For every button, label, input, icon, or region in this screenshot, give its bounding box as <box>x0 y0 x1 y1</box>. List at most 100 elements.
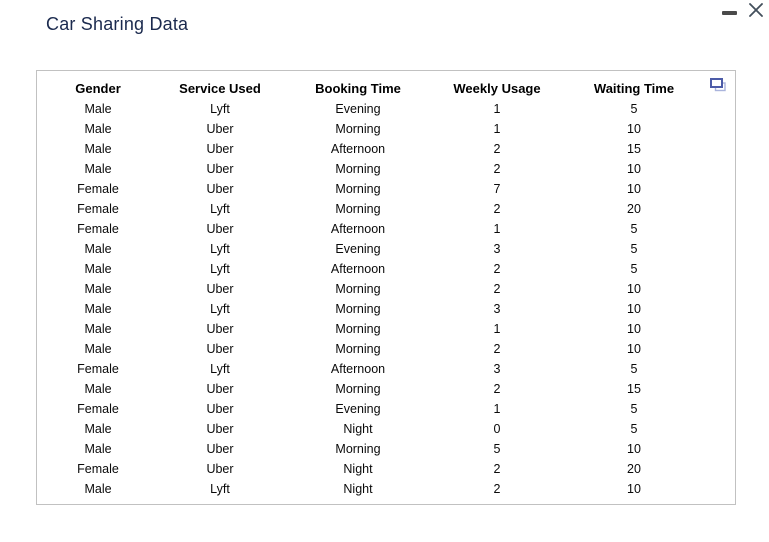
table-cell: Morning <box>335 442 381 456</box>
table-cell-spacer <box>709 339 735 359</box>
table-row: Male Uber Morning 2 10 <box>37 339 735 359</box>
table-cell: 5 <box>630 422 638 436</box>
table-cell-spacer <box>709 119 735 139</box>
table-row: Male Uber Morning 1 10 <box>37 119 735 139</box>
table-cell-spacer <box>709 359 735 379</box>
table-cell: 0 <box>493 422 501 436</box>
table-cell: Male <box>84 142 112 156</box>
copy-table-button[interactable] <box>710 78 726 92</box>
table-cell: 15 <box>627 382 641 396</box>
table-cell-spacer <box>709 99 735 119</box>
table-cell: Evening <box>335 402 381 416</box>
table-cell: Uber <box>206 122 234 136</box>
table-cell: Night <box>343 462 373 476</box>
table-cell-spacer <box>709 159 735 179</box>
minimize-icon <box>722 11 737 15</box>
table-cell: Lyft <box>210 482 230 496</box>
table-row: Male Uber Afternoon 2 15 <box>37 139 735 159</box>
table-cell: Uber <box>206 422 234 436</box>
table-cell-spacer <box>709 299 735 319</box>
table-cell: 5 <box>630 262 638 276</box>
table-cell: Male <box>84 342 112 356</box>
table-row: Female Lyft Afternoon 3 5 <box>37 359 735 379</box>
minimize-button[interactable] <box>722 9 738 23</box>
table-cell: 10 <box>627 282 641 296</box>
table-cell: Male <box>84 482 112 496</box>
table-row: Male Lyft Night 2 10 <box>37 479 735 499</box>
close-icon <box>748 3 764 21</box>
table-cell: 10 <box>627 322 641 336</box>
table-cell: 2 <box>493 282 501 296</box>
table-cell: Uber <box>206 462 234 476</box>
table-cell: Night <box>343 422 373 436</box>
table-cell: Uber <box>206 162 234 176</box>
table-cell: Lyft <box>210 302 230 316</box>
table-cell-spacer <box>709 319 735 339</box>
table-cell: Male <box>84 422 112 436</box>
table-cell: Male <box>84 382 112 396</box>
table-cell: Male <box>84 302 112 316</box>
table-cell: 20 <box>627 462 641 476</box>
table-cell: Male <box>84 282 112 296</box>
table-cell: 10 <box>627 182 641 196</box>
table-cell: Morning <box>335 322 381 336</box>
table-row: Male Uber Night 0 5 <box>37 419 735 439</box>
table-cell: 10 <box>627 122 641 136</box>
table-cell-spacer <box>709 459 735 479</box>
table-cell: Morning <box>335 122 381 136</box>
table-cell: 5 <box>630 102 638 116</box>
table-cell: Morning <box>335 302 381 316</box>
table-cell-spacer <box>709 479 735 499</box>
table-cell: 5 <box>630 402 638 416</box>
table-cell-spacer <box>709 199 735 219</box>
close-button[interactable] <box>747 2 765 20</box>
table-cell: Evening <box>335 102 381 116</box>
table-cell: Morning <box>335 202 381 216</box>
table-row: Male Lyft Evening 3 5 <box>37 239 735 259</box>
column-header-booking-time: Booking Time <box>315 81 401 96</box>
table-cell: Morning <box>335 162 381 176</box>
table-cell: 5 <box>630 362 638 376</box>
table-cell: Evening <box>335 242 381 256</box>
table-cell: Afternoon <box>330 262 386 276</box>
table-cell: 2 <box>493 342 501 356</box>
table-cell-spacer <box>709 399 735 419</box>
table-row: Male Lyft Afternoon 2 5 <box>37 259 735 279</box>
table-cell: Female <box>77 402 119 416</box>
table-cell: 20 <box>627 202 641 216</box>
data-table: Gender Service Used Booking Time Weekly … <box>37 78 735 499</box>
table-cell: 1 <box>493 102 501 116</box>
table-row: Male Uber Morning 1 10 <box>37 319 735 339</box>
table-cell: Male <box>84 102 112 116</box>
table-cell: 2 <box>493 262 501 276</box>
table-row: Male Uber Morning 2 10 <box>37 279 735 299</box>
table-row: Male Uber Morning 2 15 <box>37 379 735 399</box>
table-cell: 2 <box>493 142 501 156</box>
table-cell: 10 <box>627 302 641 316</box>
table-cell: Uber <box>206 402 234 416</box>
column-header-service-used: Service Used <box>179 81 261 96</box>
table-row: Female Uber Morning 7 10 <box>37 179 735 199</box>
table-header-row: Gender Service Used Booking Time Weekly … <box>37 78 735 99</box>
table-cell: 2 <box>493 382 501 396</box>
table-cell: 10 <box>627 162 641 176</box>
table-cell: Uber <box>206 282 234 296</box>
table-cell: 3 <box>493 302 501 316</box>
table-cell: Uber <box>206 222 234 236</box>
table-cell: 1 <box>493 122 501 136</box>
table-cell: Uber <box>206 142 234 156</box>
table-cell: Uber <box>206 342 234 356</box>
table-cell: 7 <box>493 182 501 196</box>
table-cell: 2 <box>493 462 501 476</box>
table-cell: Afternoon <box>330 222 386 236</box>
table-cell: Night <box>343 482 373 496</box>
table-cell: Uber <box>206 322 234 336</box>
table-cell: 10 <box>627 482 641 496</box>
data-table-body: Male Lyft Evening 1 5 Male Uber Morning 1 10 Male U… <box>37 99 735 499</box>
column-header-weekly-usage: Weekly Usage <box>453 81 541 96</box>
table-cell: Lyft <box>210 202 230 216</box>
table-cell: 10 <box>627 442 641 456</box>
table-cell: Morning <box>335 282 381 296</box>
table-cell: Uber <box>206 382 234 396</box>
page-title: Car Sharing Data <box>46 14 189 34</box>
